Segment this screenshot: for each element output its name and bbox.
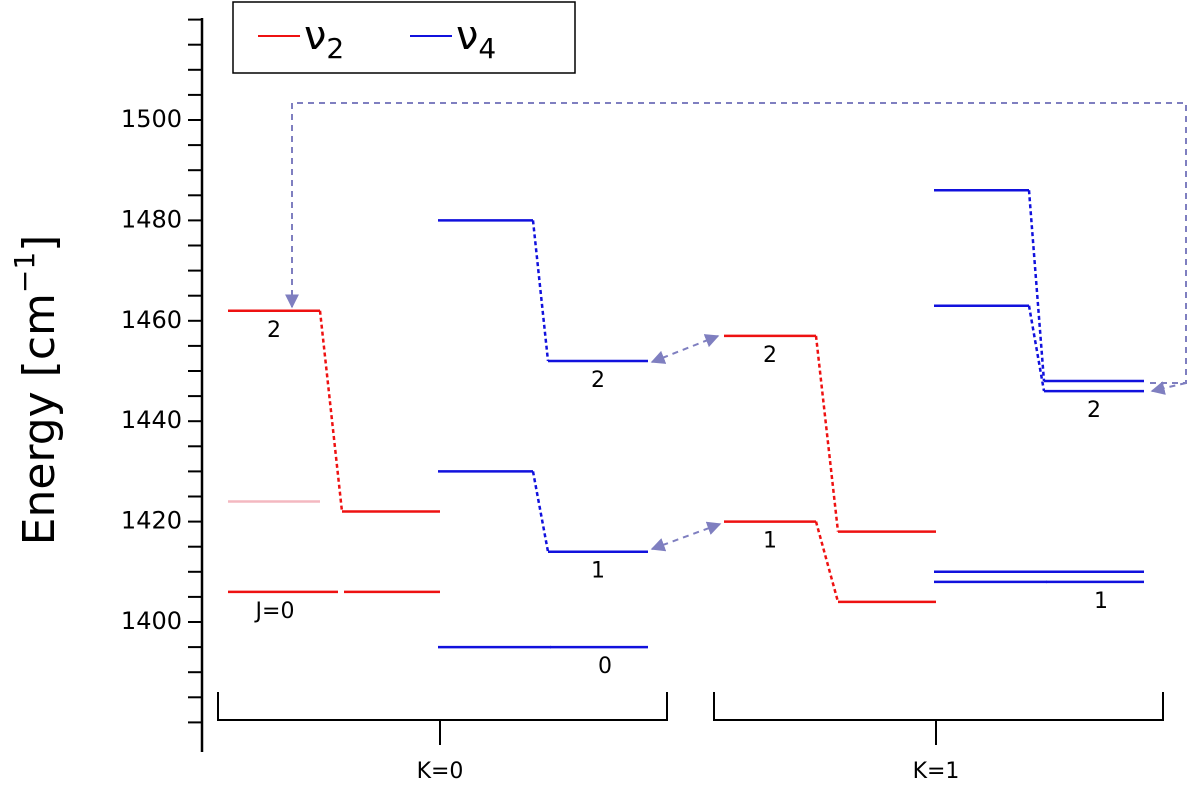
level-label: 1 [591, 559, 605, 584]
arrows [285, 102, 1187, 552]
group-bracket [217, 692, 668, 745]
y-tick-label: 1400 [121, 607, 182, 635]
y-axis-label: Energy [cm−1] [8, 235, 65, 546]
legend-name: ν [304, 13, 326, 59]
level-connector [814, 335, 840, 532]
level-connector [1027, 305, 1046, 392]
group-label: K=0 [417, 759, 464, 784]
y-label-text: Energy [cm [14, 293, 65, 545]
legend-name: ν [456, 13, 478, 59]
level-connector [814, 521, 840, 603]
arrow [650, 521, 722, 552]
legend-label: ν2 [304, 13, 344, 65]
level-connector [318, 310, 344, 512]
y-tick-label: 1480 [121, 205, 182, 233]
level-label: 1 [1094, 589, 1108, 614]
legend-sub: 4 [478, 32, 496, 65]
y-tick-label: 1460 [121, 306, 182, 334]
legend-label: ν4 [456, 13, 496, 65]
legend-sub: 2 [326, 32, 344, 65]
y-tick-label: 1440 [121, 406, 182, 434]
group-bracket [713, 692, 1164, 745]
y-label-end: ] [14, 235, 65, 252]
level-label: 0 [598, 654, 612, 679]
legend-box [232, 1, 576, 74]
arrow [285, 102, 1187, 384]
level-label: J=0 [254, 599, 295, 624]
level-label: 1 [763, 529, 777, 554]
y-tick-label: 1500 [121, 105, 182, 133]
y-label-sup: −1 [8, 252, 41, 293]
arrow [1150, 381, 1187, 395]
level-connector [531, 220, 550, 362]
level-label: 2 [591, 368, 605, 393]
y-tick-label: 1420 [121, 507, 182, 535]
level-label: 2 [267, 318, 281, 343]
group-label: K=1 [913, 759, 960, 784]
level-connector [531, 471, 550, 552]
level-label: 2 [1087, 398, 1101, 423]
level-label: 2 [763, 343, 777, 368]
arrow [650, 334, 720, 364]
level-connector [1027, 190, 1046, 382]
